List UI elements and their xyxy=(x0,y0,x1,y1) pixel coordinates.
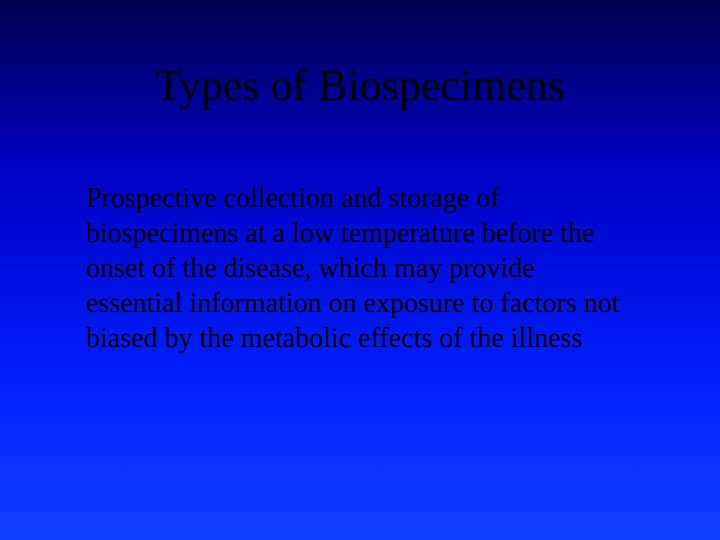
slide-title: Types of Biospecimens xyxy=(80,60,640,111)
slide-body-text: Prospective collection and storage of bi… xyxy=(80,181,640,356)
presentation-slide: Types of Biospecimens Prospective collec… xyxy=(0,0,720,540)
